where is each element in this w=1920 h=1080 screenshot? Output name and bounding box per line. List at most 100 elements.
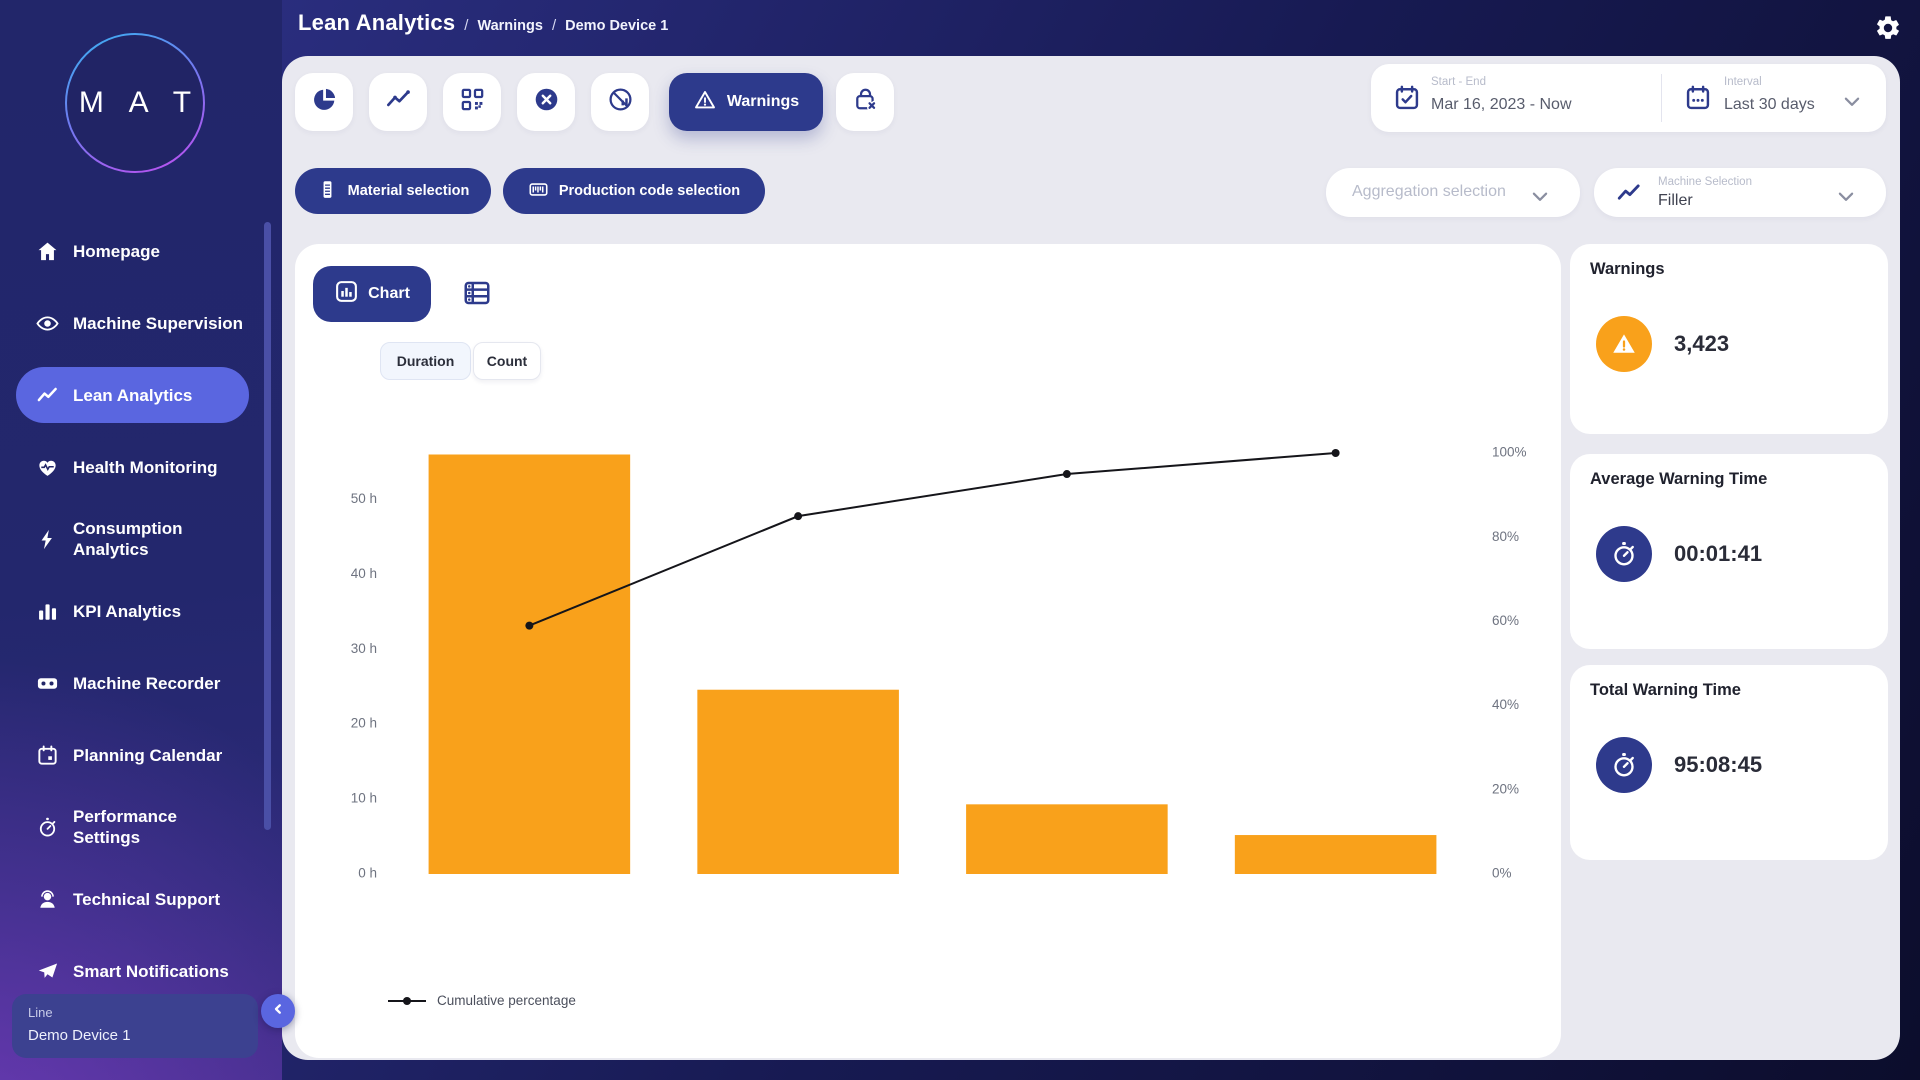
tab-warnings[interactable]: Warnings	[669, 73, 823, 131]
warning-triangle-icon	[1596, 316, 1652, 372]
date-range-value: Mar 16, 2023 - Now	[1431, 96, 1572, 113]
stat-card-total-warning-time: Total Warning Time 95:08:45	[1570, 665, 1888, 860]
device-card: Line Demo Device 1	[12, 994, 258, 1058]
material-selection-button[interactable]: Material selection	[295, 168, 491, 214]
bag-x-icon	[852, 86, 879, 118]
line-marker-icon	[388, 996, 426, 1005]
calendar-interval-icon	[1684, 84, 1712, 112]
tab-chart[interactable]: Chart	[313, 266, 431, 322]
material-icon	[317, 179, 338, 204]
svg-text:60%: 60%	[1492, 613, 1519, 628]
chevron-down-icon	[1838, 189, 1854, 201]
stat-card-warnings: Warnings 3,423	[1570, 244, 1888, 434]
date-range-label: Start - End	[1431, 76, 1486, 88]
svg-text:50 h: 50 h	[351, 491, 377, 506]
gear-icon[interactable]	[1874, 14, 1902, 42]
machine-select[interactable]: Machine Selection Filler	[1594, 168, 1886, 217]
svg-text:10 h: 10 h	[351, 791, 377, 806]
chevron-down-icon	[1532, 189, 1548, 201]
trend-line-icon	[1616, 180, 1642, 206]
sidebar-item-lean-analytics[interactable]: Lean Analytics	[16, 367, 249, 423]
stat-title: Warnings	[1590, 260, 1665, 278]
device-card-label: Line	[28, 1005, 53, 1020]
stopwatch-icon	[1596, 737, 1652, 793]
sidebar-item-health-monitoring[interactable]: Health Monitoring	[0, 431, 282, 503]
stat-title: Total Warning Time	[1590, 681, 1741, 699]
machine-selection-value: Filler	[1658, 192, 1693, 209]
sidebar-collapse-button[interactable]	[261, 994, 295, 1028]
breadcrumb: Lean Analytics / Warnings / Demo Device …	[298, 10, 669, 35]
sidebar-item-performance-settings[interactable]: Performance Settings	[0, 791, 282, 863]
view-no-data-button[interactable]	[591, 73, 649, 131]
eye-icon	[34, 311, 60, 335]
legend-label: Cumulative percentage	[437, 993, 576, 1008]
sidebar-item-technical-support[interactable]: Technical Support	[0, 863, 282, 935]
warning-triangle-icon	[693, 88, 717, 117]
production-code-selection-button[interactable]: Production code selection	[503, 168, 765, 214]
sidebar-item-homepage[interactable]: Homepage	[0, 215, 282, 287]
table-view-icon[interactable]	[462, 278, 492, 308]
stat-card-average-warning-time: Average Warning Time 00:01:41	[1570, 454, 1888, 649]
toggle-duration[interactable]: Duration	[380, 342, 471, 380]
recorder-icon	[34, 671, 60, 695]
pareto-chart: 0 h 10 h 20 h 30 h 40 h 50 h 0% 20% 40% 60% 80% 100…	[351, 445, 1527, 881]
sidebar-item-planning-calendar[interactable]: Planning Calendar	[0, 719, 282, 791]
view-cancel-button[interactable]	[517, 73, 575, 131]
device-card-value: Demo Device 1	[28, 1027, 131, 1044]
svg-text:20%: 20%	[1492, 781, 1519, 796]
view-pie-chart-button[interactable]	[295, 73, 353, 131]
date-range-card: Start - End Mar 16, 2023 - Now Interval …	[1371, 64, 1886, 132]
svg-text:20 h: 20 h	[351, 716, 377, 731]
sidebar-item-consumption-analytics[interactable]: Consumption Analytics	[0, 503, 282, 575]
page-title: Lean Analytics	[298, 10, 456, 35]
interval-select[interactable]: Interval Last 30 days	[1662, 64, 1886, 132]
calendar-check-icon	[1393, 84, 1421, 112]
heart-pulse-icon	[34, 455, 60, 479]
content-panel: Warnings Start - End Mar 16, 2023 - Now	[282, 56, 1900, 1060]
trend-line-icon	[34, 383, 60, 407]
barcode-icon	[528, 179, 549, 204]
bag-button[interactable]	[836, 73, 894, 131]
logo: M A T	[65, 33, 205, 173]
svg-text:100%: 100%	[1492, 445, 1527, 460]
breadcrumb-warnings[interactable]: Warnings	[477, 18, 543, 34]
stopwatch-icon	[1596, 526, 1652, 582]
sidebar-item-machine-supervision[interactable]: Machine Supervision	[0, 287, 282, 359]
stat-value: 00:01:41	[1674, 541, 1763, 566]
view-trend-button[interactable]	[369, 73, 427, 131]
aggregation-placeholder: Aggregation selection	[1352, 183, 1506, 200]
logo-text: M A T	[78, 86, 201, 119]
view-qr-grid-button[interactable]	[443, 73, 501, 131]
toggle-count[interactable]: Count	[473, 342, 541, 380]
trend-line-icon	[385, 86, 412, 118]
send-icon	[34, 959, 60, 983]
stopwatch-icon	[34, 815, 60, 839]
divider	[1661, 74, 1662, 122]
sidebar-item-kpi-analytics[interactable]: KPI Analytics	[0, 575, 282, 647]
aggregation-select[interactable]: Aggregation selection	[1326, 168, 1580, 217]
chart-bars-icon	[334, 279, 359, 309]
machine-selection-label: Machine Selection	[1658, 176, 1752, 188]
sidebar-item-machine-recorder[interactable]: Machine Recorder	[0, 647, 282, 719]
chevron-left-icon	[271, 1002, 285, 1021]
home-icon	[34, 239, 60, 263]
stat-value: 95:08:45	[1674, 752, 1763, 777]
no-data-chart-icon	[607, 86, 634, 118]
svg-text:40 h: 40 h	[351, 566, 377, 581]
breadcrumb-device[interactable]: Demo Device 1	[565, 18, 669, 34]
interval-value: Last 30 days	[1724, 96, 1815, 113]
sidebar-item-smart-notifications[interactable]: Smart Notifications	[0, 935, 282, 1007]
chart-card: Chart Duration Count 0 h 10 h 20 h 30 h 40 h…	[295, 244, 1561, 1058]
sidebar: M A T Homepage Machine Supervision L	[0, 0, 282, 1080]
svg-text:0 h: 0 h	[358, 866, 377, 881]
support-person-icon	[34, 887, 60, 911]
svg-text:30 h: 30 h	[351, 641, 377, 656]
pie-chart-icon	[311, 86, 338, 118]
x-circle-icon	[533, 86, 560, 118]
qr-grid-icon	[459, 86, 486, 118]
date-range-picker[interactable]: Start - End Mar 16, 2023 - Now	[1371, 64, 1661, 132]
stat-title: Average Warning Time	[1590, 470, 1768, 488]
sidebar-scrollbar[interactable]	[264, 222, 271, 830]
sidebar-nav: Homepage Machine Supervision Lean Analyt…	[0, 215, 282, 1007]
